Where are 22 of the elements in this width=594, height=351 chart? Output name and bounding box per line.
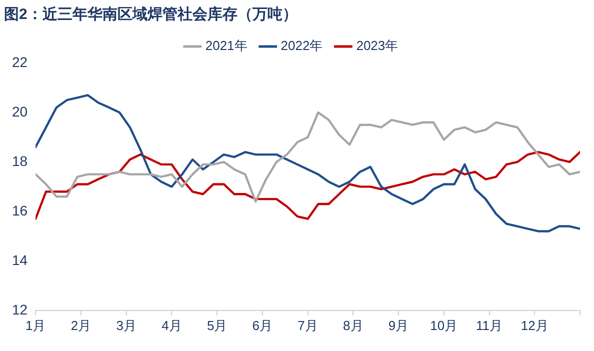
chart-title: 图2：近三年华南区域焊管社会库存（万吨） [4, 5, 298, 24]
legend-label: 2022年 [280, 38, 323, 54]
y-tick-label: 12 [12, 301, 28, 318]
x-tick-label: 2月 [70, 318, 92, 333]
x-tick-label: 11月 [476, 318, 503, 333]
y-tick-label: 14 [12, 252, 28, 268]
x-tick-label: 6月 [252, 318, 273, 333]
x-tick-label: 3月 [116, 318, 136, 333]
legend-label: 2021年 [205, 38, 248, 54]
x-tick-label: 12月 [520, 318, 548, 333]
y-tick-label: 16 [12, 202, 28, 218]
y-tick-label: 20 [12, 103, 28, 120]
y-tick-label: 18 [12, 152, 28, 169]
x-tick-label: 8月 [343, 318, 364, 333]
x-tick-label: 4月 [162, 318, 182, 333]
x-tick-label: 5月 [206, 318, 228, 333]
x-tick-label: 1月 [25, 318, 46, 333]
x-tick-label: 10月 [430, 318, 458, 333]
y-tick-label: 22 [12, 54, 28, 70]
x-tick-label: 7月 [298, 318, 318, 333]
x-tick-label: 9月 [388, 318, 409, 333]
legend-label: 2023年 [356, 38, 398, 54]
